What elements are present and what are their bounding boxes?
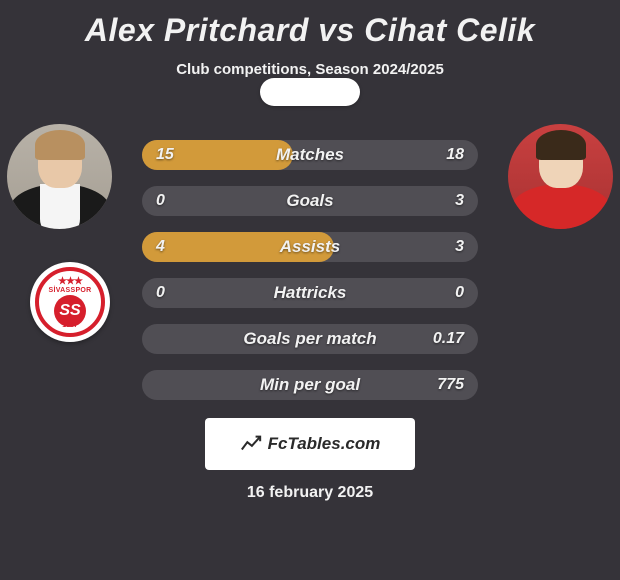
stat-bar: 03Goals bbox=[142, 186, 478, 216]
club-year: 1967 bbox=[62, 322, 78, 329]
stats-list: 1518Matches 03Goals 43Assists 00Hattricks 0.… bbox=[142, 140, 478, 400]
player1-avatar bbox=[7, 124, 112, 229]
stat-bar: 00Hattricks bbox=[142, 278, 478, 308]
player2-avatar bbox=[508, 124, 613, 229]
player2-club-badge bbox=[260, 78, 360, 106]
chart-icon bbox=[240, 433, 262, 455]
stat-label: Assists bbox=[142, 237, 478, 257]
footer-site-badge: FcTables.com bbox=[205, 418, 415, 470]
subtitle: Club competitions, Season 2024/2025 bbox=[176, 61, 444, 78]
stat-label: Goals per match bbox=[142, 329, 478, 349]
stat-bar: 775Min per goal bbox=[142, 370, 478, 400]
stat-label: Matches bbox=[142, 145, 478, 165]
comparison-card: Alex Pritchard vs Cihat Celik Club compe… bbox=[0, 0, 620, 580]
stat-label: Min per goal bbox=[142, 375, 478, 395]
page-title: Alex Pritchard vs Cihat Celik bbox=[85, 12, 535, 49]
stat-bar: 0.17Goals per match bbox=[142, 324, 478, 354]
club-stars: ★★★ bbox=[58, 276, 82, 287]
player1-name: Alex Pritchard bbox=[85, 12, 309, 48]
footer-site-text: FcTables.com bbox=[268, 434, 381, 454]
player1-club-badge: ★★★ SİVASSPOR SS 1967 bbox=[30, 262, 110, 342]
stat-label: Hattricks bbox=[142, 283, 478, 303]
footer-date: 16 february 2025 bbox=[247, 484, 373, 502]
stat-bar: 1518Matches bbox=[142, 140, 478, 170]
vs-text: vs bbox=[318, 12, 355, 48]
player2-name: Cihat Celik bbox=[364, 12, 535, 48]
club-name-text: SİVASSPOR bbox=[48, 287, 91, 294]
stat-label: Goals bbox=[142, 191, 478, 211]
stat-bar: 43Assists bbox=[142, 232, 478, 262]
